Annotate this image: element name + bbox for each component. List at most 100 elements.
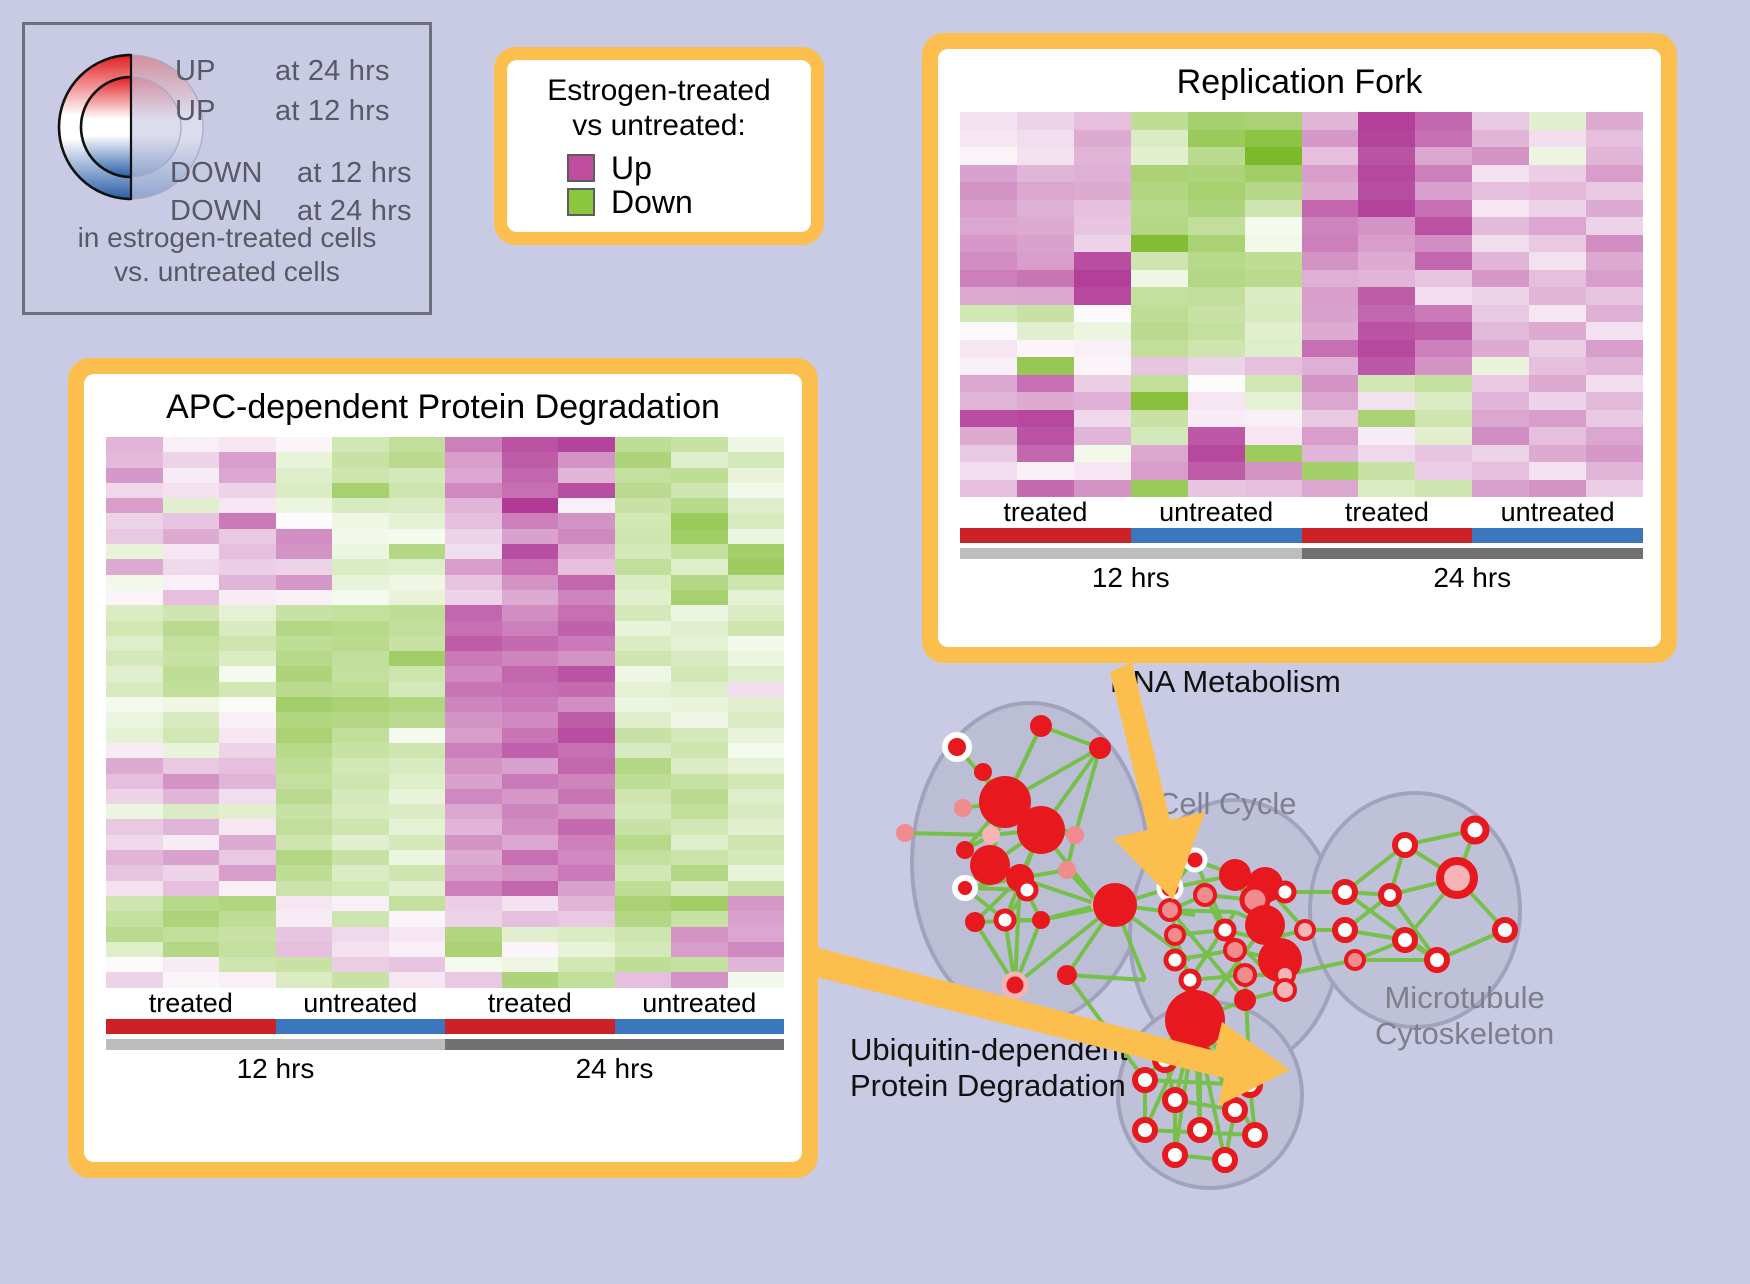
heatmap-cell — [275, 697, 332, 713]
heatmap-cell — [445, 926, 502, 942]
heatmap-cell — [960, 269, 1017, 287]
heatmap-cell — [501, 467, 558, 483]
heatmap-cell — [1415, 199, 1473, 217]
heatmap-cell — [1016, 112, 1074, 130]
heatmap-cell — [671, 452, 728, 468]
cluster-label-microtubule-line2: Cytoskeleton — [1375, 1015, 1555, 1051]
timepoint-label: 12 hrs — [1091, 562, 1170, 593]
heatmap-cell — [558, 957, 615, 973]
heatmap-cell — [960, 357, 1017, 375]
heatmap-cell — [1244, 182, 1302, 200]
replication-fork-time-bar — [960, 548, 1643, 559]
heatmap-cell — [671, 712, 728, 728]
heatmap-cell — [332, 727, 389, 743]
heatmap-cell — [445, 544, 502, 560]
heatmap-cell — [332, 957, 389, 973]
updown-title-line2: vs untreated: — [572, 108, 746, 142]
heatmap-cell — [614, 941, 671, 958]
heatmap-cell — [501, 452, 558, 468]
heatmap-cell — [388, 467, 445, 483]
heatmap-cell — [106, 697, 163, 713]
heatmap-cell — [558, 773, 615, 789]
heatmap-cell — [275, 681, 332, 698]
heatmap-cell — [219, 712, 276, 728]
condition-label: untreated — [1500, 497, 1615, 527]
heatmap-cell — [445, 911, 502, 927]
heatmap-cell — [388, 957, 445, 973]
heatmap-cell — [332, 758, 389, 774]
replication-fork-title: Replication Fork — [1176, 63, 1423, 101]
legend-down-24-label: DOWN — [170, 195, 263, 227]
heatmap-cell — [1472, 479, 1530, 497]
heatmap-cell — [162, 605, 219, 621]
heatmap-cell — [1073, 322, 1131, 340]
heatmap-cell — [1472, 287, 1530, 305]
heatmap-cell — [1415, 112, 1473, 130]
heatmap-cell — [1073, 392, 1131, 410]
heatmap-cell — [614, 437, 671, 453]
heatmap-cell — [614, 635, 671, 652]
heatmap-cell — [1130, 234, 1188, 252]
heatmap-cell — [1586, 374, 1643, 392]
heatmap-cell — [671, 697, 728, 713]
heatmap-cell — [1130, 479, 1188, 497]
heatmap-cell — [614, 498, 671, 514]
heatmap-cell — [332, 972, 389, 988]
condition-color-segment — [275, 1018, 445, 1034]
heatmap-cell — [1301, 444, 1359, 462]
heatmap-cell — [219, 742, 276, 759]
heatmap-cell — [1415, 147, 1473, 165]
heatmap-cell — [671, 528, 728, 545]
heatmap-cell — [1415, 182, 1473, 200]
heatmap-cell — [332, 834, 389, 851]
heatmap-cell — [1244, 234, 1302, 252]
heatmap-cell — [1472, 322, 1530, 340]
heatmap-cell — [388, 941, 445, 958]
condition-label: treated — [487, 987, 572, 1018]
heatmap-cell — [388, 834, 445, 851]
heatmap-cell — [1187, 339, 1245, 357]
heatmap-cell — [106, 850, 163, 866]
heatmap-cell — [727, 452, 784, 468]
heatmap-cell — [219, 437, 276, 453]
heatmap-cell — [219, 788, 276, 805]
heatmap-cell — [1301, 287, 1359, 305]
heatmap-cell — [1073, 479, 1131, 497]
heatmap-cell — [1415, 252, 1473, 270]
heatmap-cell — [388, 437, 445, 453]
heatmap-cell — [727, 773, 784, 789]
heatmap-cell — [1016, 234, 1074, 252]
heatmap-cell — [1472, 182, 1530, 200]
heatmap-cell — [960, 374, 1017, 392]
heatmap-cell — [558, 589, 615, 606]
heatmap-cell — [219, 911, 276, 927]
heatmap-cell — [219, 850, 276, 866]
heatmap-cell — [332, 482, 389, 499]
cluster-label-microtubule-line1: Microtubule — [1384, 980, 1545, 1015]
heatmap-cell — [1130, 339, 1188, 357]
heatmap-cell — [332, 926, 389, 942]
heatmap-cell — [445, 834, 502, 851]
heatmap-cell — [219, 758, 276, 774]
heatmap-cell — [1415, 427, 1473, 445]
heatmap-cell — [558, 605, 615, 621]
heatmap-cell — [614, 589, 671, 606]
legend-up-12-label: UP — [175, 95, 216, 127]
cluster-label-ubiquitin-line1: Ubiquitin-dependent — [850, 1032, 1128, 1067]
heatmap-cell — [1529, 444, 1587, 462]
heatmap-cell — [501, 941, 558, 958]
heatmap-cell — [558, 666, 615, 682]
heatmap-cell — [1529, 374, 1587, 392]
heatmap-cell — [1016, 392, 1074, 410]
heatmap-cell — [219, 865, 276, 881]
heatmap-cell — [1187, 444, 1245, 462]
heatmap-cell — [219, 895, 276, 912]
apc-inner: APC-dependent Protein Degradation treate… — [84, 374, 802, 1162]
heatmap-cell — [558, 559, 615, 575]
heatmap-cell — [1016, 304, 1074, 322]
heatmap-cell — [445, 620, 502, 636]
heatmap-cell — [1529, 409, 1587, 427]
heatmap-cell — [558, 941, 615, 958]
heatmap-cell — [219, 697, 276, 713]
heatmap-cell — [445, 804, 502, 820]
